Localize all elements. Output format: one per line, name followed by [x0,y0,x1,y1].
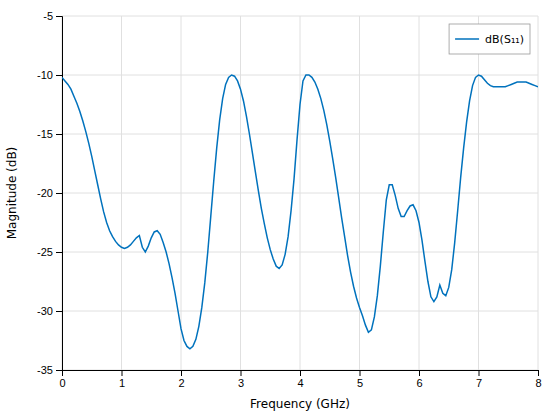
tick: 5 [357,370,363,389]
grid-line-y [62,134,538,135]
tick-mark [122,370,123,376]
tick-label: -35 [37,364,53,376]
grid-line-y [62,16,538,17]
tick-label: 3 [238,377,244,389]
tick: -25 [37,246,62,258]
tick: -30 [37,305,62,317]
axis-domain [63,371,539,377]
tick: -10 [37,69,62,81]
tick-mark [538,370,539,376]
grid-line-y [62,75,538,76]
legend-box [449,24,530,54]
tick: 0 [59,370,65,389]
tick-label: 2 [178,377,184,389]
tick-mark [56,134,62,135]
grid-line-y [62,252,538,253]
tick: 4 [297,370,303,389]
tick-label: 8 [535,377,541,389]
tick-label: 4 [297,377,303,389]
y-axis-title: Magnitude (dB) [5,147,19,240]
legend-label: dB(S₁₁) [485,33,524,46]
tick-label: -5 [43,10,53,22]
legend-item: dB(S₁₁) [455,33,524,46]
x-axis-title: Frequency (GHz) [250,397,350,411]
tick-label: -20 [37,187,53,199]
tick-mark [241,370,242,376]
tick: 6 [416,370,422,389]
tick-label: 5 [357,377,363,389]
tick-label: 6 [416,377,422,389]
series-line [62,75,538,349]
tick-label: 1 [119,377,125,389]
tick: 2 [178,370,184,389]
tick-label: -15 [37,128,53,140]
grid-line-y [62,193,538,194]
tick: -20 [37,187,62,199]
plot: 0 1 2 3 4 5 6 7 8 -35 -30 -25 -20 -15 -10 -5 dB(S₁₁) [37,10,541,389]
tick-mark [419,370,420,376]
tick-mark [56,16,62,17]
tick-mark [300,370,301,376]
tick-mark [56,75,62,76]
tick-mark [181,370,182,376]
tick-label: 7 [476,377,482,389]
y-axis: -35 -30 -25 -20 -15 -10 -5 [37,10,62,376]
tick-label: -10 [37,69,53,81]
tick-label: -25 [37,246,53,258]
legend-swatch [455,38,479,40]
grid [62,16,538,370]
tick-mark [479,370,480,376]
chart: 0 1 2 3 4 5 6 7 8 -35 -30 -25 -20 -15 -10 -5 dB(S₁₁) Freq… [0,0,560,420]
tick-mark [56,311,62,312]
tick-label: -30 [37,305,53,317]
tick-mark [56,252,62,253]
tick: -15 [37,128,62,140]
x-axis: 0 1 2 3 4 5 6 7 8 [59,370,541,389]
tick-label: 0 [59,377,65,389]
tick: -35 [37,364,62,376]
series-group [62,75,538,349]
tick: 7 [476,370,482,389]
tick: -5 [43,10,62,22]
tick-mark [360,370,361,376]
axis-domain [56,17,63,371]
legend: dB(S₁₁) [449,24,530,54]
tick: 1 [119,370,125,389]
tick-mark [56,193,62,194]
tick: 8 [535,370,541,389]
grid-line-y [62,311,538,312]
tick: 3 [238,370,244,389]
tick-mark [56,370,62,371]
